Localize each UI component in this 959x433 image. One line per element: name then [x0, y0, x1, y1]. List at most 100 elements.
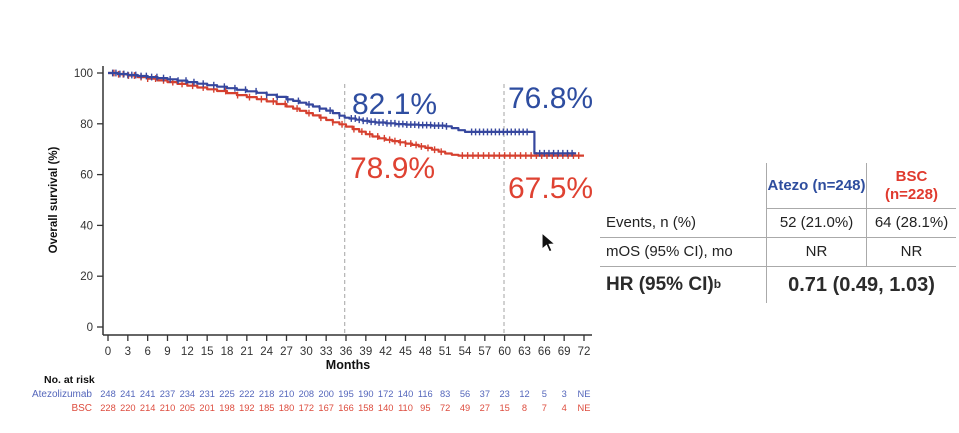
column-header-atezo-label: Atezo (n=248) — [767, 176, 866, 194]
at-risk-count: 110 — [398, 403, 413, 413]
at-risk-count: NE — [578, 403, 591, 413]
at-risk-count: 201 — [199, 403, 215, 413]
at-risk-count: 198 — [219, 403, 235, 413]
at-risk-count: 27 — [480, 403, 490, 413]
atezolizumab-curve — [108, 69, 577, 157]
at-risk-count: 241 — [140, 389, 156, 399]
x-tick-label: 48 — [419, 346, 432, 358]
at-risk-count: 166 — [338, 403, 354, 413]
x-tick-label: 63 — [518, 346, 531, 358]
at-risk-count: 218 — [259, 389, 275, 399]
at-risk-count: 116 — [418, 389, 433, 399]
x-tick-label: 39 — [359, 346, 372, 358]
at-risk-title: No. at risk — [44, 374, 95, 386]
at-risk-count: 195 — [338, 389, 354, 399]
at-risk-count: 222 — [239, 389, 255, 399]
at-risk-count: 72 — [440, 403, 450, 413]
at-risk-count: NE — [578, 389, 591, 399]
at-risk-count: 23 — [499, 389, 509, 399]
x-tick-label: 18 — [221, 346, 234, 358]
column-header-atezo: Atezo (n=248) — [766, 163, 866, 209]
x-tick-label: 30 — [300, 346, 313, 358]
landmark-percentage-label: 78.9% — [350, 152, 435, 185]
x-tick-label: 42 — [379, 346, 392, 358]
x-tick-label: 6 — [144, 346, 150, 358]
y-tick-label: 80 — [80, 119, 93, 131]
x-tick-label: 0 — [105, 346, 111, 358]
at-risk-count: 83 — [440, 389, 450, 399]
x-tick-label: 12 — [181, 346, 194, 358]
at-risk-count: 56 — [460, 389, 470, 399]
x-tick-label: 57 — [478, 346, 491, 358]
at-risk-count: 192 — [239, 403, 255, 413]
at-risk-count: 140 — [398, 389, 414, 399]
x-tick-label: 66 — [538, 346, 551, 358]
row-label-mos: mOS (95% CI), mo — [600, 238, 766, 267]
x-tick-label: 3 — [125, 346, 131, 358]
at-risk-count: 220 — [120, 403, 136, 413]
x-tick-label: 54 — [459, 346, 472, 358]
at-risk-count: 7 — [542, 403, 547, 413]
events-bsc-value: 64 (28.1%) — [866, 209, 956, 238]
x-axis-title: Months — [326, 358, 370, 372]
table-corner-blank — [600, 163, 766, 209]
row-label-events: Events, n (%) — [600, 209, 766, 238]
y-tick-label: 60 — [80, 170, 93, 182]
at-risk-count: 172 — [378, 389, 394, 399]
at-risk-count: 140 — [378, 403, 394, 413]
hr-label-superscript: b — [713, 277, 722, 292]
mouse-cursor-icon — [541, 232, 556, 253]
results-table: Atezo (n=248) BSC (n=228) Events, n (%) … — [600, 163, 956, 303]
x-tick-label: 15 — [201, 346, 214, 358]
at-risk-count: 4 — [562, 403, 567, 413]
at-risk-count: 37 — [480, 389, 490, 399]
at-risk-count: 210 — [160, 403, 176, 413]
x-tick-label: 51 — [439, 346, 452, 358]
at-risk-count: 185 — [259, 403, 275, 413]
x-tick-label: 60 — [498, 346, 511, 358]
y-tick-label: 0 — [87, 322, 93, 334]
at-risk-count: 95 — [420, 403, 430, 413]
at-risk-count: 241 — [120, 389, 136, 399]
at-risk-count: 3 — [562, 389, 567, 399]
events-atezo-value: 52 (21.0%) — [766, 209, 866, 238]
landmark-annotations: 82.1% 78.9% 76.8% 67.5% — [350, 82, 593, 205]
x-tick-label: 24 — [260, 346, 273, 358]
at-risk-count: 158 — [358, 403, 374, 413]
y-tick-label: 40 — [80, 220, 93, 232]
at-risk-count: 237 — [160, 389, 176, 399]
x-tick-label: 33 — [320, 346, 333, 358]
at-risk-row-label: Atezolizumab — [32, 389, 92, 400]
x-tick-label: 21 — [240, 346, 253, 358]
y-tick-label: 20 — [80, 271, 93, 283]
y-tick-label: 100 — [74, 68, 93, 80]
at-risk-count: 208 — [299, 389, 315, 399]
at-risk-count: 210 — [279, 389, 295, 399]
at-risk-count: 200 — [318, 389, 334, 399]
at-risk-count: 205 — [180, 403, 196, 413]
at-risk-count: 228 — [100, 403, 116, 413]
column-header-bsc-line2: (n=228) — [885, 185, 938, 203]
at-risk-count: 190 — [358, 389, 374, 399]
at-risk-count: 172 — [299, 403, 315, 413]
atezolizumab-step-path — [108, 71, 577, 155]
x-tick-label: 9 — [164, 346, 170, 358]
landmark-percentage-label: 76.8% — [508, 82, 593, 115]
x-tick-label: 36 — [340, 346, 353, 358]
y-axis-title: Overall survival (%) — [48, 146, 60, 253]
x-tick-label: 69 — [558, 346, 571, 358]
column-header-bsc: BSC (n=228) — [866, 163, 956, 209]
x-tick-label: 45 — [399, 346, 412, 358]
at-risk-count: 180 — [279, 403, 295, 413]
at-risk-count: 231 — [199, 389, 215, 399]
mos-atezo-value: NR — [766, 238, 866, 267]
landmark-percentage-label: 67.5% — [508, 172, 593, 205]
at-risk-count: 234 — [180, 389, 196, 399]
hr-label-text: HR (95% CI) — [606, 274, 714, 296]
at-risk-count: 8 — [522, 403, 527, 413]
at-risk-count: 248 — [100, 389, 116, 399]
at-risk-count: 225 — [219, 389, 235, 399]
x-tick-label: 72 — [578, 346, 591, 358]
